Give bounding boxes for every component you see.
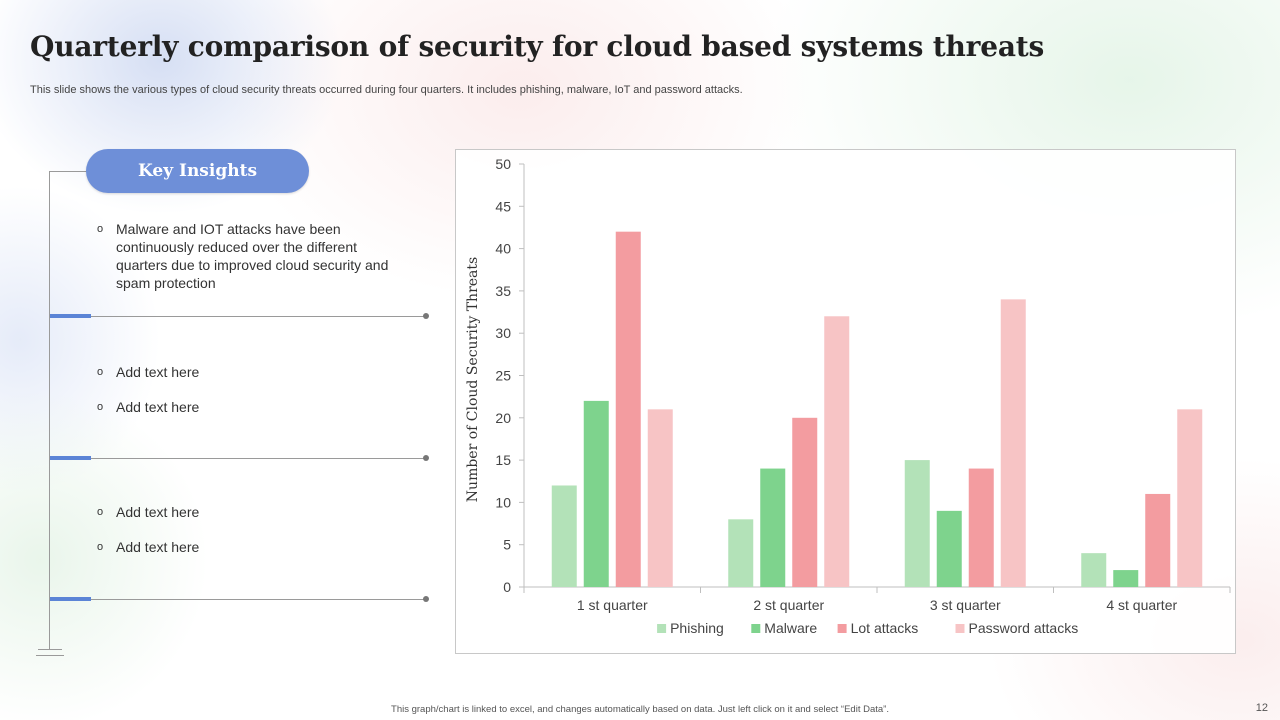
bar-phishing xyxy=(1081,553,1107,587)
bar-lot-attacks xyxy=(968,468,994,587)
y-tick-label: 15 xyxy=(495,452,511,468)
divider-end-dot xyxy=(423,596,429,602)
insight-divider xyxy=(50,596,429,602)
y-tick-label: 25 xyxy=(495,368,511,384)
y-tick-label: 0 xyxy=(503,579,511,595)
y-tick-label: 50 xyxy=(495,156,511,172)
divider-accent xyxy=(50,597,91,601)
y-tick-label: 45 xyxy=(495,198,511,214)
bar-malware xyxy=(760,468,786,587)
bullet-marker: o xyxy=(97,541,104,553)
y-tick-label: 40 xyxy=(495,241,511,257)
insight-divider xyxy=(50,455,429,461)
legend-swatch xyxy=(657,624,667,633)
bar-password-attacks xyxy=(1177,409,1203,587)
x-tick-label: 4 st quarter xyxy=(1106,597,1177,613)
bullet-marker: o xyxy=(97,366,104,378)
bar-password-attacks xyxy=(647,409,673,587)
bullet-marker: o xyxy=(97,401,104,413)
key-insights-heading: Key Insights xyxy=(86,149,309,193)
insight-bullet: o Add text here xyxy=(97,363,406,381)
y-axis-title: Number of Cloud Security Threats xyxy=(465,257,481,502)
insight-bullet: o Add text here xyxy=(97,503,406,521)
legend-label: Malware xyxy=(764,620,817,636)
bar-malware xyxy=(583,400,609,587)
slide-title: Quarterly comparison of security for clo… xyxy=(30,30,1045,63)
insight-bullet: o Add text here xyxy=(97,538,406,556)
bar-lot-attacks xyxy=(615,231,641,587)
legend-label: Lot attacks xyxy=(851,620,919,636)
bar-malware xyxy=(936,510,962,587)
y-tick-label: 5 xyxy=(503,537,511,553)
divider-end-dot xyxy=(423,455,429,461)
y-tick-label: 30 xyxy=(495,325,511,341)
insight-text: Add text here xyxy=(116,364,200,380)
legend-label: Password attacks xyxy=(969,620,1079,636)
bar-chart: 0 5 10 15 20 25 30 35 40 45 50 1 st quarter 2 st qua… xyxy=(465,156,1231,636)
insight-text: Malware and IOT attacks have been contin… xyxy=(116,221,389,291)
bullet-marker: o xyxy=(97,506,104,518)
slide-subtitle: This slide shows the various types of cl… xyxy=(30,84,743,96)
y-tick-label: 35 xyxy=(495,283,511,299)
timeline-vertical-line xyxy=(49,171,50,649)
insight-bullet: o Malware and IOT attacks have been cont… xyxy=(97,220,406,292)
legend-swatch xyxy=(751,624,761,633)
timeline-top-connector xyxy=(49,171,89,172)
bar-lot-attacks xyxy=(792,417,818,587)
y-tick-label: 10 xyxy=(495,494,511,510)
x-tick-label: 3 st quarter xyxy=(930,597,1001,613)
y-tick-label: 20 xyxy=(495,410,511,426)
bar-malware xyxy=(1113,570,1139,587)
legend-label: Phishing xyxy=(670,620,724,636)
bar-phishing xyxy=(904,460,930,587)
timeline-base-line xyxy=(36,655,64,656)
bar-phishing xyxy=(551,485,577,587)
timeline-base-line xyxy=(38,649,62,650)
bar-password-attacks xyxy=(824,316,850,587)
legend-swatch xyxy=(955,624,965,633)
bullet-marker: o xyxy=(97,223,104,235)
insight-bullet: o Add text here xyxy=(97,398,406,416)
bar-lot-attacks xyxy=(1145,493,1171,587)
x-tick-label: 2 st quarter xyxy=(753,597,824,613)
chart-container[interactable]: 0 5 10 15 20 25 30 35 40 45 50 1 st quarter 2 st qua… xyxy=(455,149,1236,654)
page-number: 12 xyxy=(1255,702,1268,714)
divider-end-dot xyxy=(423,313,429,319)
divider-accent xyxy=(50,456,91,460)
insight-divider xyxy=(50,313,429,319)
bar-password-attacks xyxy=(1000,299,1026,587)
bar-phishing xyxy=(728,519,754,587)
divider-accent xyxy=(50,314,91,318)
insight-text: Add text here xyxy=(116,539,200,555)
insight-text: Add text here xyxy=(116,504,200,520)
x-tick-label: 1 st quarter xyxy=(577,597,648,613)
footer-note: This graph/chart is linked to excel, and… xyxy=(391,704,889,715)
insight-text: Add text here xyxy=(116,399,200,415)
legend-swatch xyxy=(837,624,847,633)
